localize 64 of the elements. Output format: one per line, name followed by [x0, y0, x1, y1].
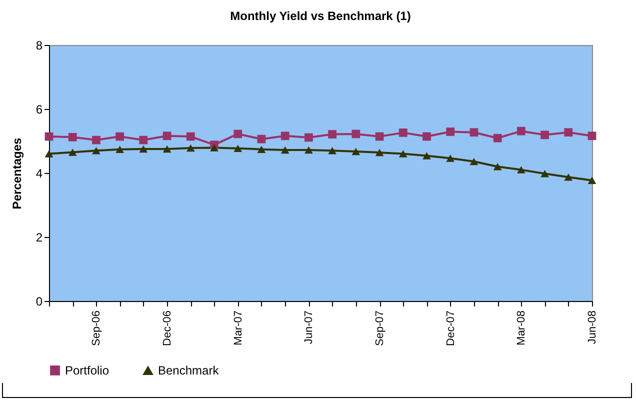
point [280, 132, 290, 140]
point [375, 148, 384, 156]
point [162, 132, 172, 140]
x-tick-label: Mar-08 [516, 310, 528, 346]
point [186, 144, 195, 152]
point [68, 132, 77, 142]
y-tick-label: 0 [36, 294, 43, 308]
x-tick-label: Jun-08 [586, 310, 598, 344]
point [516, 166, 526, 174]
point [470, 128, 478, 137]
point [139, 136, 148, 144]
point [68, 148, 77, 156]
point [398, 128, 408, 137]
point [516, 126, 526, 136]
x-tick-label: Sep-06 [90, 310, 103, 346]
point [540, 130, 549, 140]
point [493, 162, 502, 170]
chart-title: Monthly Yield vs Benchmark (1) [230, 9, 411, 23]
legend-label: Benchmark [158, 364, 220, 378]
point [588, 132, 596, 140]
y-axis-title: Percentages [10, 137, 24, 210]
y-tick-label: 6 [36, 102, 43, 116]
y-tick-label: 8 [36, 38, 43, 52]
point [540, 170, 549, 178]
point [328, 146, 336, 154]
point [352, 148, 360, 156]
point [304, 133, 313, 142]
point [234, 130, 242, 138]
x-tick-label: Dec-07 [444, 310, 457, 346]
point [422, 132, 431, 141]
x-tick-label: Mar-07 [232, 310, 244, 346]
point [210, 144, 218, 152]
point [257, 146, 266, 153]
point [116, 146, 124, 153]
point [422, 152, 431, 160]
point [564, 174, 573, 181]
point [234, 144, 242, 152]
point [446, 128, 455, 136]
point [588, 176, 596, 184]
point [92, 136, 100, 144]
point [446, 154, 455, 162]
point [564, 128, 573, 137]
point [398, 150, 408, 158]
y-tick-label: 4 [36, 166, 43, 180]
point [257, 134, 266, 144]
point [116, 132, 124, 141]
point [139, 145, 148, 153]
point [328, 130, 336, 138]
y-tick-label: 2 [36, 230, 43, 244]
point [470, 158, 478, 166]
point [493, 134, 502, 142]
point [44, 132, 54, 141]
x-tick-label: Dec-06 [162, 310, 174, 346]
point [186, 132, 195, 141]
x-tick-label: Sep-07 [374, 310, 386, 346]
point [162, 145, 172, 153]
legend-label: Portfolio [65, 363, 110, 378]
point [92, 146, 100, 154]
point [280, 146, 290, 154]
point [352, 130, 360, 138]
point [304, 146, 313, 154]
point [375, 132, 384, 141]
x-tick-label: Jun-07 [303, 310, 316, 344]
point [44, 150, 54, 158]
